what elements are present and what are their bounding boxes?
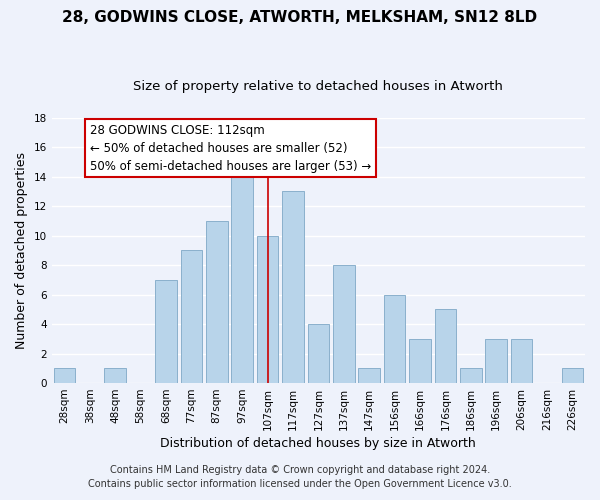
Title: Size of property relative to detached houses in Atworth: Size of property relative to detached ho… — [133, 80, 503, 93]
Bar — [308, 324, 329, 383]
Bar — [181, 250, 202, 383]
Bar — [384, 294, 406, 383]
Bar — [358, 368, 380, 383]
Bar — [232, 162, 253, 383]
Text: 28 GODWINS CLOSE: 112sqm
← 50% of detached houses are smaller (52)
50% of semi-d: 28 GODWINS CLOSE: 112sqm ← 50% of detach… — [90, 124, 371, 172]
Bar — [409, 339, 431, 383]
Text: Contains HM Land Registry data © Crown copyright and database right 2024.
Contai: Contains HM Land Registry data © Crown c… — [88, 465, 512, 489]
Bar — [282, 192, 304, 383]
Bar — [562, 368, 583, 383]
Bar — [511, 339, 532, 383]
Bar — [460, 368, 482, 383]
Bar — [104, 368, 126, 383]
Bar — [53, 368, 75, 383]
Bar — [434, 310, 456, 383]
Text: 28, GODWINS CLOSE, ATWORTH, MELKSHAM, SN12 8LD: 28, GODWINS CLOSE, ATWORTH, MELKSHAM, SN… — [62, 10, 538, 25]
Bar — [257, 236, 278, 383]
Y-axis label: Number of detached properties: Number of detached properties — [15, 152, 28, 349]
X-axis label: Distribution of detached houses by size in Atworth: Distribution of detached houses by size … — [160, 437, 476, 450]
Bar — [333, 265, 355, 383]
Bar — [155, 280, 177, 383]
Bar — [206, 221, 227, 383]
Bar — [485, 339, 507, 383]
